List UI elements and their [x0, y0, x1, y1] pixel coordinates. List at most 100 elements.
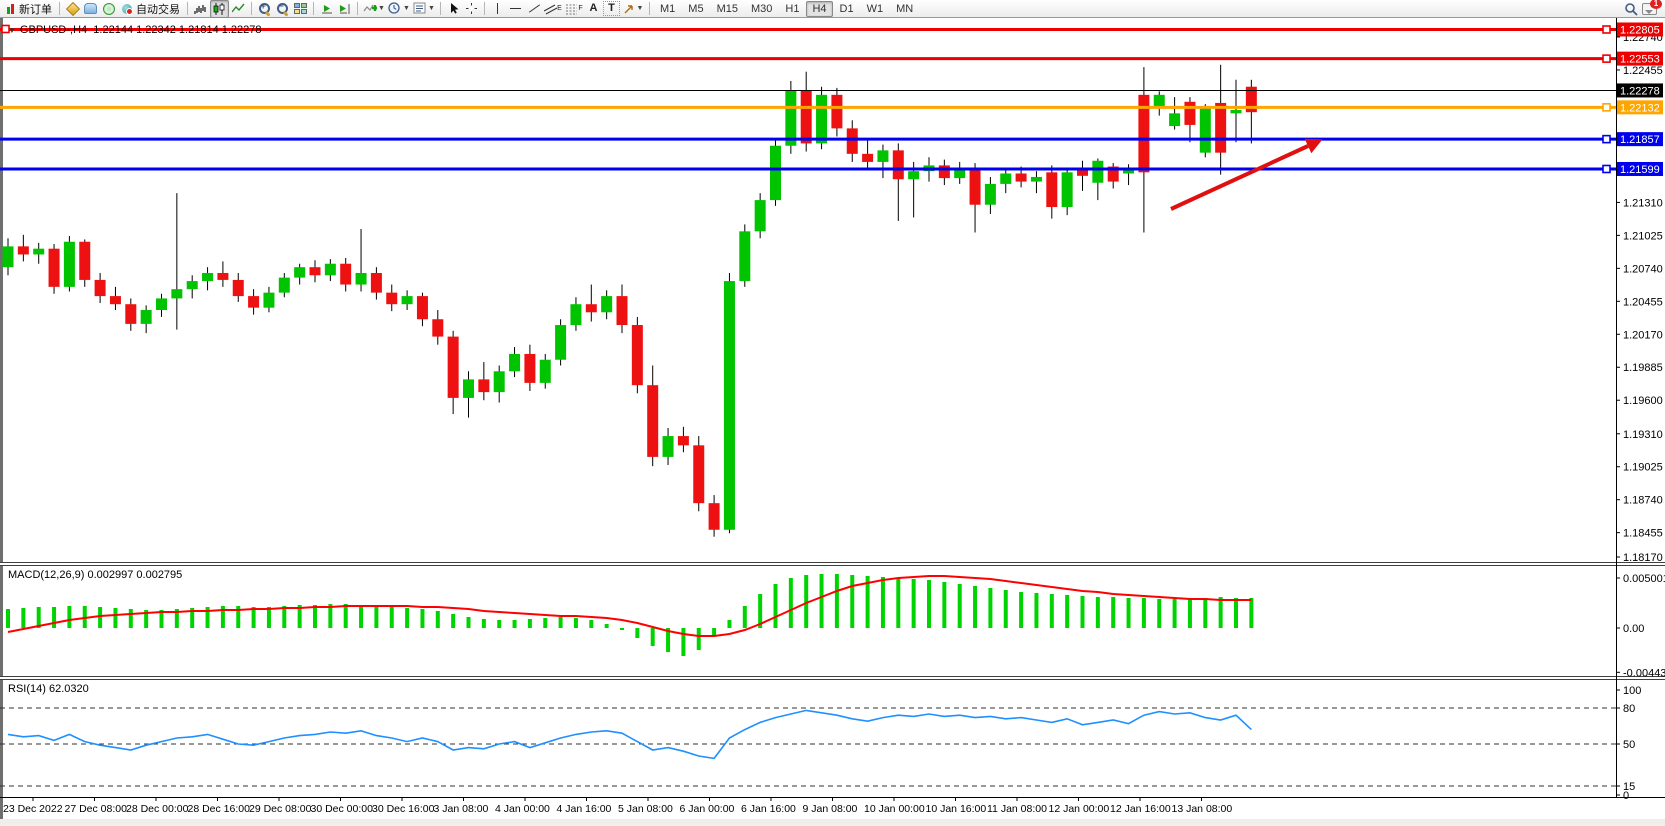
svg-text:4 Jan 16:00: 4 Jan 16:00 [557, 803, 612, 815]
new-order-button[interactable]: 新订单 [3, 1, 55, 17]
candle-body [831, 94, 843, 129]
timeframe-d1[interactable]: D1 [839, 2, 854, 15]
cursor-icon[interactable] [445, 1, 462, 17]
svg-text:29 Dec 08:00: 29 Dec 08:00 [249, 803, 312, 815]
add-indicator-icon[interactable]: ▼ [362, 1, 386, 17]
svg-text:28 Dec 00:00: 28 Dec 00:00 [126, 803, 189, 815]
channel-icon[interactable]: E [543, 1, 563, 17]
candle-body [1046, 172, 1058, 208]
candle-body [739, 231, 751, 282]
candle-body [662, 436, 674, 457]
hline-1.21599[interactable] [0, 164, 1616, 174]
svg-text:5 Jan 08:00: 5 Jan 08:00 [618, 803, 673, 815]
candle-body [278, 277, 290, 293]
separator [313, 2, 314, 15]
new-order-icon [6, 1, 16, 17]
svg-text:1.18740: 1.18740 [1623, 495, 1663, 507]
text-label-icon[interactable]: T [603, 1, 620, 16]
timeframe-h4[interactable]: H4 [806, 0, 833, 17]
svg-text:1.19600: 1.19600 [1623, 395, 1663, 407]
svg-text:1.19310: 1.19310 [1623, 429, 1663, 441]
timeframe-m1[interactable]: M1 [660, 2, 676, 15]
candle-body [1092, 160, 1104, 183]
templates-icon[interactable]: ▼ [412, 1, 436, 17]
hline-1.22805[interactable] [0, 24, 1616, 34]
tile-windows-icon[interactable] [292, 1, 309, 17]
price-label-box [1617, 132, 1663, 147]
auto-trading-label: 自动交易 [136, 3, 180, 16]
panel-splitter[interactable] [0, 676, 1665, 680]
line-chart-icon[interactable] [230, 1, 247, 17]
data-window-icon[interactable] [82, 1, 99, 17]
auto-trading-button[interactable]: 自动交易 [118, 1, 183, 17]
candlestick-chart-icon[interactable] [210, 0, 229, 18]
candle-body [816, 94, 828, 144]
candle-body [416, 296, 428, 320]
svg-text:10 Jan 00:00: 10 Jan 00:00 [864, 803, 925, 815]
svg-text:23 Dec 2022: 23 Dec 2022 [3, 803, 63, 815]
bar-chart-icon[interactable] [192, 1, 209, 17]
candle-body [539, 359, 551, 383]
svg-text:0.005001: 0.005001 [1623, 573, 1665, 585]
svg-text:1.20740: 1.20740 [1623, 263, 1663, 275]
svg-text:1.22455: 1.22455 [1623, 65, 1663, 77]
candle-body [616, 296, 628, 326]
text-icon[interactable]: A [589, 2, 598, 14]
bottom-strip [0, 819, 1665, 826]
candle-body [125, 304, 137, 324]
auto-scroll-icon[interactable] [318, 1, 335, 17]
horizontal-line-icon[interactable] [507, 1, 524, 17]
zoom-out-icon[interactable]: − [274, 1, 291, 17]
svg-text:80: 80 [1623, 703, 1635, 715]
vertical-line-icon[interactable] [489, 1, 506, 17]
candle-body [770, 145, 781, 201]
time-axis[interactable]: 23 Dec 2022 27 Dec 08:00 28 Dec 00:00 28 De… [3, 797, 1232, 815]
timeframe-h1[interactable]: H1 [785, 2, 800, 15]
candle-body [693, 445, 705, 504]
panel-splitter[interactable] [0, 562, 1665, 566]
periods-icon[interactable]: ▼ [387, 1, 411, 17]
market-watch-icon[interactable] [64, 1, 81, 17]
price-label-box [1617, 22, 1663, 37]
zoom-in-icon[interactable]: + [256, 1, 273, 17]
chart-canvas[interactable]: 1.227401.224551.213101.210251.207401.204… [0, 18, 1665, 826]
price-axis[interactable]: 1.227401.224551.213101.210251.207401.204… [1616, 22, 1665, 802]
signals-icon[interactable] [100, 1, 117, 17]
timeframe-m15[interactable]: M15 [716, 2, 738, 15]
svg-text:1.20170: 1.20170 [1623, 329, 1663, 341]
candle-body [401, 296, 413, 305]
hline-1.22553[interactable] [0, 54, 1616, 63]
candle-body [754, 200, 766, 232]
candle-body [892, 150, 904, 180]
trendline-icon[interactable] [525, 1, 542, 17]
macd-panel [6, 574, 1254, 656]
timeframe-w1[interactable]: W1 [866, 2, 884, 15]
timeframe-m5[interactable]: M5 [688, 2, 704, 15]
hline-1.22132[interactable] [0, 103, 1616, 112]
chart-window[interactable]: 1.22740 1.22455 1.21310 1.21025 1.20740 1.204… [0, 18, 1665, 826]
hline-1.21857[interactable] [0, 134, 1616, 144]
timeframe-m30[interactable]: M30 [750, 2, 773, 15]
candle-body [524, 353, 536, 383]
candle-body [324, 263, 336, 276]
candle-body [248, 296, 260, 308]
price-label-box [1617, 83, 1663, 98]
svg-text:30 Dec 00:00: 30 Dec 00:00 [311, 803, 374, 815]
svg-text:9 Jan 08:00: 9 Jan 08:00 [803, 803, 858, 815]
chat-icon[interactable]: 1 [1640, 0, 1662, 17]
candle-body [1077, 170, 1088, 176]
fibonacci-icon[interactable]: F [564, 1, 584, 17]
svg-text:13 Jan 08:00: 13 Jan 08:00 [1172, 803, 1233, 815]
rsi-panel [0, 707, 1616, 787]
candle-body [48, 248, 60, 287]
chart-shift-icon[interactable] [336, 1, 353, 17]
trend-arrow[interactable] [1170, 138, 1323, 211]
price-label-box [1617, 51, 1663, 66]
timeframe-mn[interactable]: MN [896, 2, 914, 15]
search-icon[interactable] [1622, 1, 1639, 17]
arrows-icon[interactable]: ▼ [621, 1, 645, 17]
crosshair-icon[interactable] [463, 1, 480, 17]
candle-body [79, 241, 91, 280]
collapse-arrow-icon[interactable]: ▼ [8, 26, 16, 35]
